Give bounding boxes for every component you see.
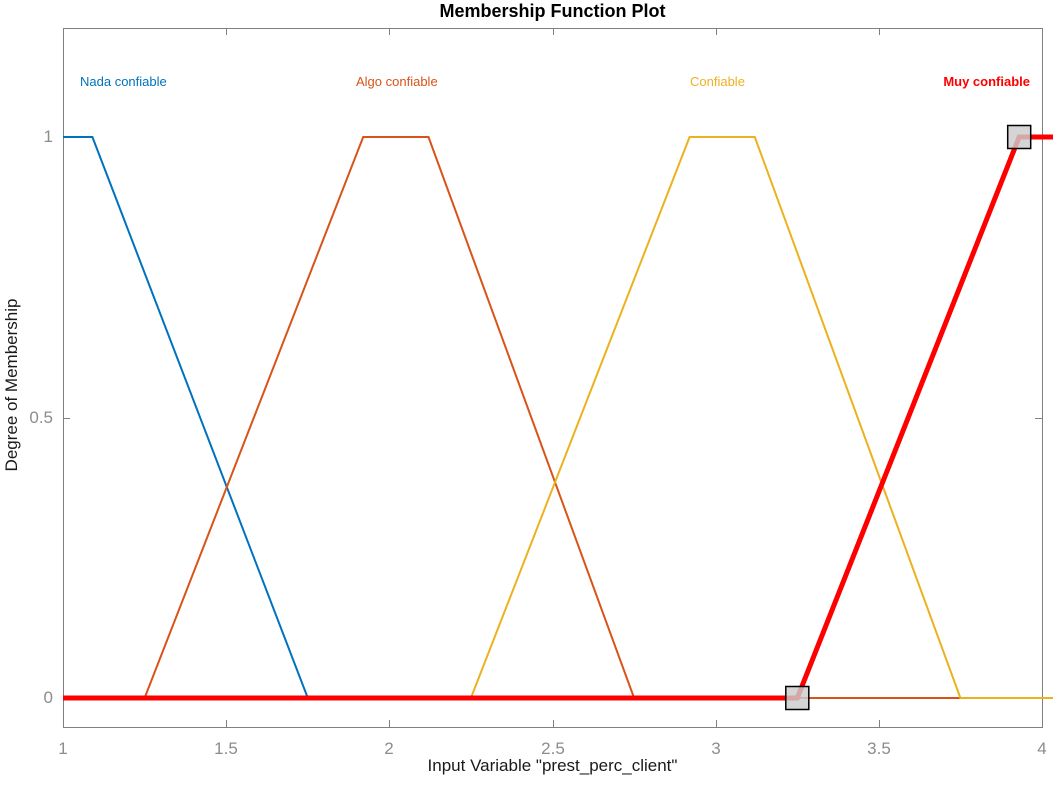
mf-label-nada-confiable: Nada confiable xyxy=(80,74,167,89)
mf-drag-handle[interactable] xyxy=(785,685,810,711)
mf-curve-nada-confiable[interactable] xyxy=(63,136,1042,699)
x-tick-label: 1.5 xyxy=(214,739,238,758)
y-tick-label: 0 xyxy=(43,688,53,707)
x-tick-label: 3 xyxy=(711,739,721,758)
plot-frame xyxy=(63,28,1043,728)
chart-title: Membership Function Plot xyxy=(439,1,666,21)
x-tick-label: 2.5 xyxy=(541,739,565,758)
y-axis-label: Degree of Membership xyxy=(2,298,21,472)
mf-curve-muy-confiable[interactable] xyxy=(63,134,1053,701)
y-tick-label: 1 xyxy=(43,127,53,146)
mf-curve-confiable[interactable] xyxy=(63,136,1053,699)
mf-label-confiable: Confiable xyxy=(690,74,745,89)
x-axis-label: Input Variable "prest_perc_client" xyxy=(427,756,678,775)
mf-label-algo-confiable: Algo confiable xyxy=(356,74,438,89)
mf-label-muy-confiable: Muy confiable xyxy=(943,74,1030,89)
x-tick-label: 4 xyxy=(1037,739,1047,758)
mf-drag-handle[interactable] xyxy=(1006,124,1032,150)
x-tick-label: 1 xyxy=(58,739,68,758)
mf-curve-algo-confiable[interactable] xyxy=(63,136,1042,699)
x-tick-label: 2 xyxy=(384,739,394,758)
y-tick-label: 0.5 xyxy=(29,408,53,427)
x-tick-label: 3.5 xyxy=(867,739,891,758)
